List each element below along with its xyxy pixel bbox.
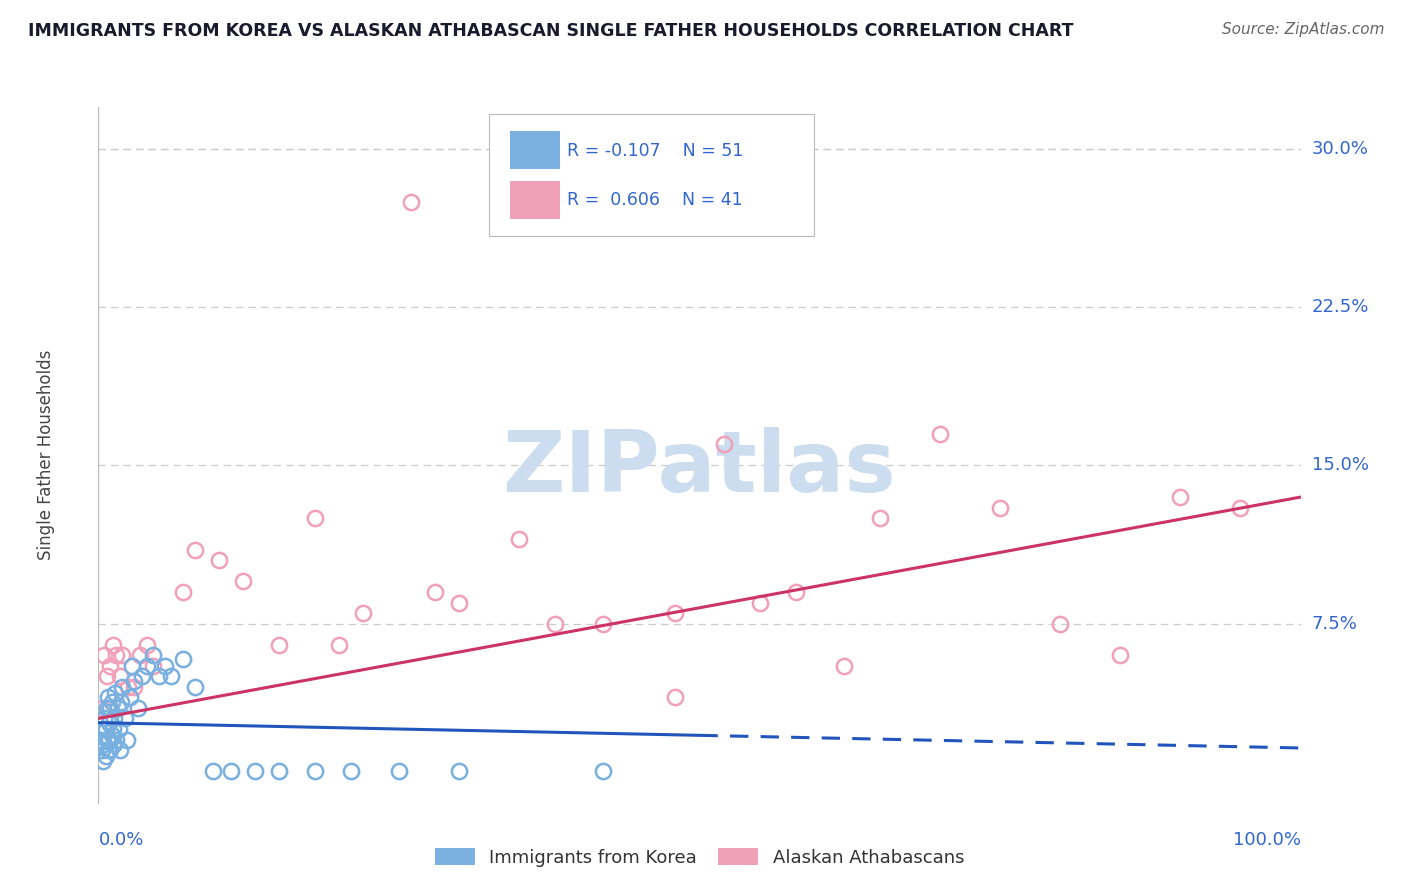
Text: 7.5%: 7.5% bbox=[1312, 615, 1358, 632]
Legend: Immigrants from Korea, Alaskan Athabascans: Immigrants from Korea, Alaskan Athabasca… bbox=[427, 840, 972, 874]
Text: R = -0.107    N = 51: R = -0.107 N = 51 bbox=[567, 142, 744, 160]
Text: R =  0.606    N = 41: R = 0.606 N = 41 bbox=[567, 191, 742, 209]
Bar bbox=[509, 131, 560, 169]
Text: 30.0%: 30.0% bbox=[1312, 140, 1368, 158]
Bar bbox=[509, 180, 560, 219]
Text: 100.0%: 100.0% bbox=[1233, 830, 1301, 848]
Text: IMMIGRANTS FROM KOREA VS ALASKAN ATHABASCAN SINGLE FATHER HOUSEHOLDS CORRELATION: IMMIGRANTS FROM KOREA VS ALASKAN ATHABAS… bbox=[28, 22, 1074, 40]
Text: Source: ZipAtlas.com: Source: ZipAtlas.com bbox=[1222, 22, 1385, 37]
Text: Single Father Households: Single Father Households bbox=[37, 350, 55, 560]
Text: 15.0%: 15.0% bbox=[1312, 457, 1368, 475]
Text: 22.5%: 22.5% bbox=[1312, 298, 1369, 317]
Text: 0.0%: 0.0% bbox=[98, 830, 143, 848]
FancyBboxPatch shape bbox=[489, 114, 814, 235]
Text: ZIPatlas: ZIPatlas bbox=[502, 427, 897, 510]
